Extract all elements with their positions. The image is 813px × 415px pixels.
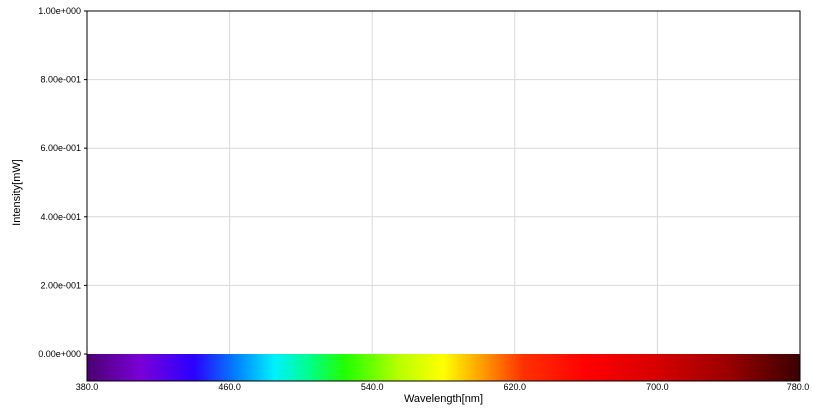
y-axis-ticks: 0.00e+000 2.00e-001 4.00e-001 6.00e-001 8.00…: [38, 6, 87, 359]
y-tick-label: 6.00e-001: [40, 143, 81, 153]
x-tick-label: 700.0: [646, 382, 669, 392]
x-tick-label: 460.0: [218, 382, 241, 392]
grid: [87, 11, 800, 354]
x-tick-label: 540.0: [361, 382, 384, 392]
x-axis-label: Wavelength[nm]: [404, 393, 483, 405]
plot-frame: [86, 10, 801, 382]
x-tick-label: 620.0: [504, 382, 527, 392]
y-tick-label: 4.00e-001: [40, 212, 81, 222]
x-tick-label: 780.0: [787, 382, 810, 392]
y-tick-label: 1.00e+000: [38, 6, 81, 16]
y-axis-label: Intensity[mW]: [11, 159, 23, 226]
spectrum-color-band: [87, 354, 800, 381]
y-tick-label: 0.00e+000: [38, 349, 81, 359]
x-axis-ticks: 380.0 460.0 540.0 620.0 700.0 780.0: [76, 382, 810, 392]
y-tick-label: 8.00e-001: [40, 75, 81, 85]
x-tick-label: 380.0: [76, 382, 99, 392]
y-tick-label: 2.00e-001: [40, 280, 81, 290]
